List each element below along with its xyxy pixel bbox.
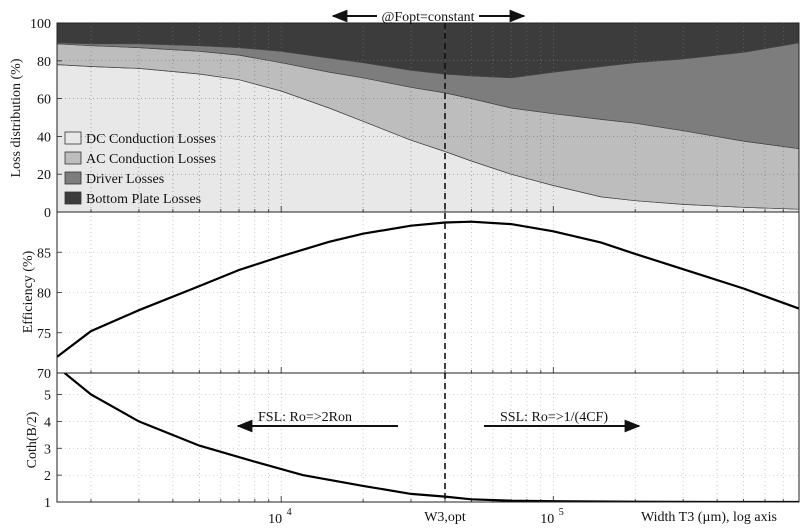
legend-label-driver: Driver Losses xyxy=(86,172,164,187)
coth-frame xyxy=(56,372,800,503)
y-tick-label: 85 xyxy=(37,246,51,261)
x-tick-exponent: 4 xyxy=(287,507,292,518)
coth-panel: 1 2 3 4 5 Coth(B/2) 10 4 10 5 Width T3 (µm), lo… xyxy=(25,372,800,527)
y-tick-label: 100 xyxy=(30,17,51,32)
coth-ylabel: Coth(B/2) xyxy=(25,411,40,468)
y-tick-label: 3 xyxy=(44,442,51,457)
loss-distribution-panel: 0 20 40 60 80 100 Loss distribution (%) DC Co… xyxy=(9,17,800,221)
w3-opt-label: W3,opt xyxy=(424,510,466,525)
efficiency-panel: 70 75 80 85 Efficiency (%) xyxy=(21,211,800,382)
coth-xticks: 10 4 10 5 xyxy=(268,507,564,527)
efficiency-grid xyxy=(57,212,799,373)
y-tick-label: 5 xyxy=(44,389,51,404)
coth-yticks: 1 2 3 4 5 xyxy=(44,389,62,511)
efficiency-line xyxy=(57,220,799,358)
legend-swatch-bottom xyxy=(64,191,82,205)
x-tick-label: 10 xyxy=(540,512,554,527)
y-tick-label: 60 xyxy=(37,93,51,108)
efficiency-yticks: 70 75 80 85 xyxy=(37,246,62,382)
legend-label-dc: DC Conduction Losses xyxy=(86,132,216,147)
coth-line xyxy=(63,373,799,502)
coth-grid xyxy=(57,373,799,502)
fopt-annotation: @Fopt=constant xyxy=(381,10,474,25)
x-tick-exponent: 5 xyxy=(559,507,564,518)
legend-label-bottom: Bottom Plate Losses xyxy=(86,192,201,207)
y-tick-label: 40 xyxy=(37,130,51,145)
fsl-annotation: FSL: Ro=>2Ron xyxy=(258,410,352,425)
loss-areas xyxy=(57,23,799,212)
legend-swatch-ac xyxy=(64,151,82,165)
y-tick-label: 0 xyxy=(44,206,51,221)
y-tick-label: 2 xyxy=(44,469,51,484)
x-axis-label: Width T3 (µm), log axis xyxy=(641,510,777,525)
y-tick-label: 75 xyxy=(37,327,51,342)
ssl-annotation: SSL: Ro=>1/(4CF) xyxy=(500,410,608,425)
y-tick-label: 70 xyxy=(37,367,51,382)
legend-label-ac: AC Conduction Losses xyxy=(86,152,216,167)
y-tick-label: 1 xyxy=(44,496,51,511)
y-tick-label: 80 xyxy=(37,55,51,70)
y-tick-label: 80 xyxy=(37,287,51,302)
legend-swatch-driver xyxy=(64,171,82,185)
loss-yticks: 0 20 40 60 80 100 xyxy=(30,17,62,221)
loss-ylabel: Loss distribution (%) xyxy=(9,58,24,177)
x-tick-label: 10 xyxy=(268,512,282,527)
efficiency-ylabel: Efficiency (%) xyxy=(21,250,36,333)
efficiency-frame xyxy=(56,211,800,374)
legend: DC Conduction Losses AC Conduction Losse… xyxy=(64,131,216,207)
y-tick-label: 4 xyxy=(44,415,51,430)
y-tick-label: 20 xyxy=(37,168,51,183)
legend-swatch-dc xyxy=(64,131,82,145)
